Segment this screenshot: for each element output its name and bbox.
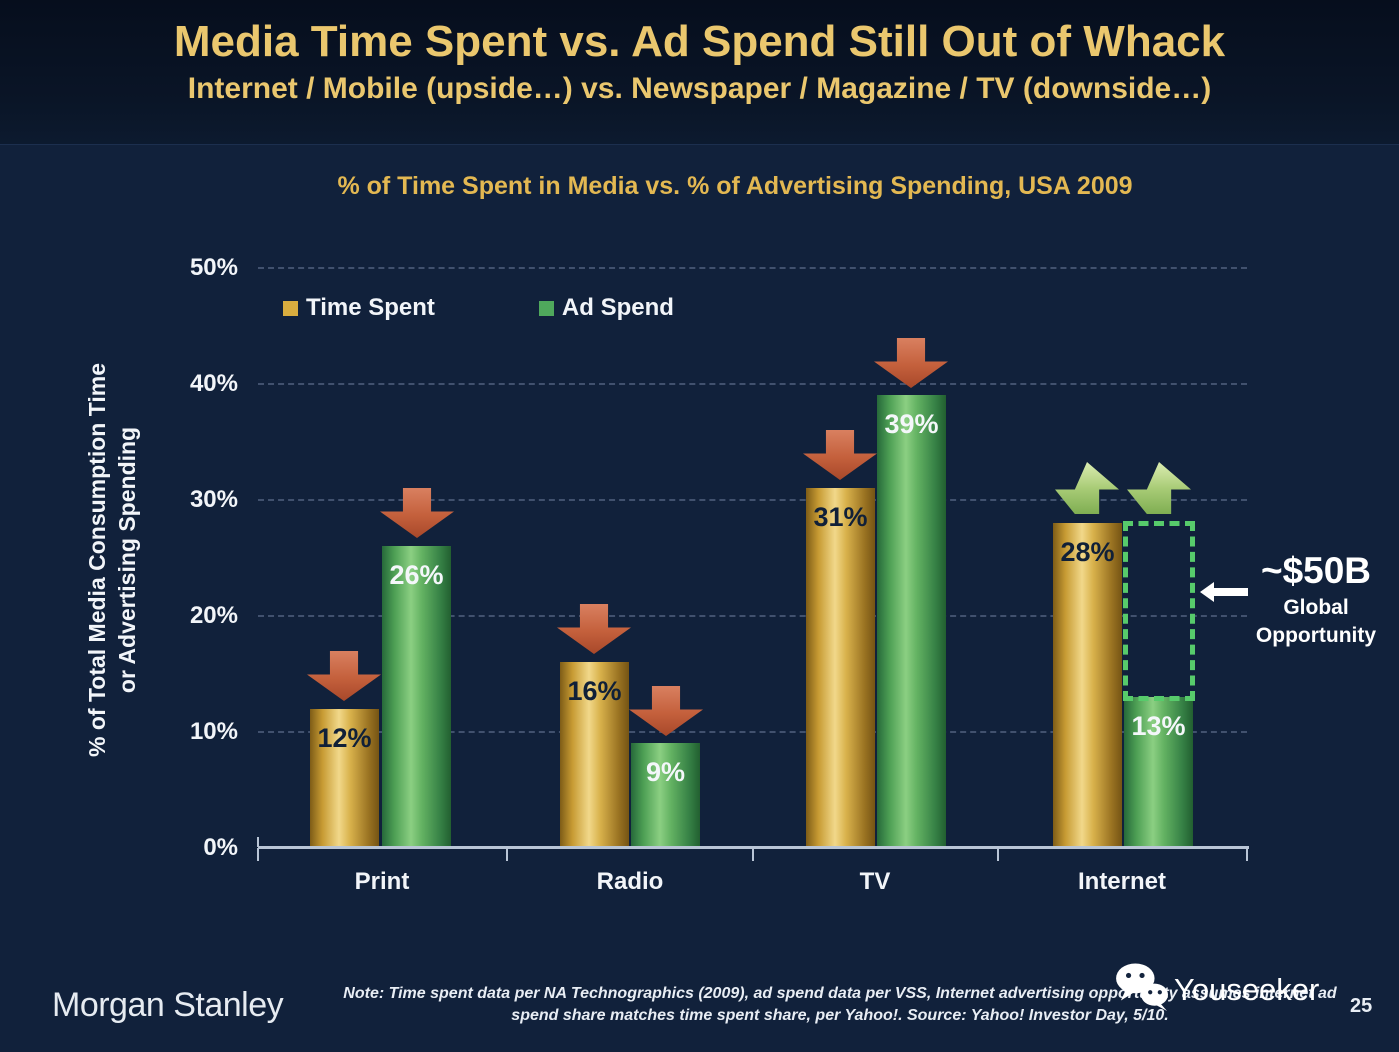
x-axis-tick-5 bbox=[1246, 848, 1248, 861]
gridline-20 bbox=[258, 615, 1247, 617]
x-axis-line bbox=[258, 846, 1249, 849]
legend-label-ad-spend: Ad Spend bbox=[561, 294, 674, 321]
watermark-text: Youseeker bbox=[1174, 971, 1320, 1007]
bar-print-ad-spend: 26% bbox=[382, 546, 451, 848]
opportunity-annotation: ~$50B Global Opportunity bbox=[1238, 550, 1394, 648]
gridline-10 bbox=[258, 731, 1247, 733]
bar-tv-time-spent: 31% bbox=[806, 488, 875, 848]
x-axis-tick-2 bbox=[506, 848, 508, 861]
ytick-10: 10% bbox=[189, 718, 238, 745]
gridline-30 bbox=[258, 499, 1247, 501]
time-spent-swatch-icon bbox=[283, 300, 298, 316]
left-arrow-icon bbox=[1200, 580, 1248, 609]
y-axis-label-line2: or Advertising Spending bbox=[114, 426, 140, 694]
opportunity-line2: Opportunity bbox=[1255, 624, 1377, 647]
legend-item-time-spent: Time Spent bbox=[283, 294, 435, 322]
bar-radio-time-spent: 16% bbox=[560, 662, 629, 848]
bar-print-time-spent: 12% bbox=[310, 709, 379, 848]
source-note-line2: spend share matches time spent share, pe… bbox=[511, 1007, 1169, 1024]
ytick-40: 40% bbox=[189, 370, 238, 397]
bar-value-radio-ad: 9% bbox=[645, 757, 686, 787]
down-arrow-icon-radio-time bbox=[557, 604, 631, 654]
opportunity-value: ~$50B bbox=[1260, 550, 1372, 591]
opportunity-dotted-box bbox=[1123, 521, 1195, 701]
x-axis-tick-3 bbox=[752, 848, 754, 861]
watermark: Youseeker bbox=[1114, 962, 1319, 1017]
ytick-0: 0% bbox=[203, 834, 238, 861]
down-arrow-icon-tv-time bbox=[803, 430, 877, 480]
bar-value-tv-time: 31% bbox=[813, 502, 868, 532]
down-arrow-icon-print-time bbox=[307, 651, 381, 701]
source-note-line1: Note: Time spent data per NA Technograph… bbox=[343, 985, 1337, 1002]
gridline-50 bbox=[258, 267, 1247, 269]
ytick-20: 20% bbox=[189, 602, 238, 629]
x-axis-tick-4 bbox=[997, 848, 999, 861]
gridline-40 bbox=[258, 383, 1247, 385]
header-band bbox=[0, 0, 1399, 145]
bar-tv-ad-spend: 39% bbox=[877, 395, 946, 848]
y-axis-label: % of Total Media Consumption Time or Adv… bbox=[82, 290, 142, 830]
bar-radio-ad-spend: 9% bbox=[631, 743, 700, 848]
ytick-30: 30% bbox=[189, 486, 238, 513]
category-label-print: Print bbox=[354, 868, 410, 895]
category-label-radio: Radio bbox=[596, 868, 664, 895]
ytick-50: 50% bbox=[189, 254, 238, 281]
chart-title: % of Time Spent in Media vs. % of Advert… bbox=[337, 172, 1133, 200]
legend-label-time-spent: Time Spent bbox=[306, 294, 435, 321]
down-arrow-icon-radio-ad bbox=[629, 686, 703, 736]
bar-internet-ad-spend: 13% bbox=[1124, 697, 1193, 848]
up-arrow-icon-internet-time bbox=[1055, 462, 1119, 514]
bar-value-print-time: 12% bbox=[317, 723, 372, 753]
down-arrow-icon-print-ad bbox=[380, 488, 454, 538]
x-axis-tick-1 bbox=[257, 848, 259, 861]
bar-value-internet-ad: 13% bbox=[1131, 711, 1186, 741]
up-arrow-icon-internet-ad bbox=[1127, 462, 1191, 514]
opportunity-line1: Global bbox=[1283, 596, 1349, 619]
bar-value-print-ad: 26% bbox=[389, 560, 444, 590]
category-label-tv: TV bbox=[859, 868, 891, 895]
morgan-stanley-logo: Morgan Stanley bbox=[52, 986, 284, 1024]
y-axis-label-line1: % of Total Media Consumption Time bbox=[84, 363, 110, 757]
category-label-internet: Internet bbox=[1077, 868, 1166, 895]
down-arrow-icon-tv-ad bbox=[874, 338, 948, 388]
ad-spend-swatch-icon bbox=[538, 300, 554, 316]
source-note: Note: Time spent data per NA Technograph… bbox=[310, 983, 1370, 1027]
page-number: 25 bbox=[1350, 995, 1373, 1017]
bar-value-internet-time: 28% bbox=[1060, 537, 1115, 567]
wechat-icon bbox=[1114, 962, 1172, 1017]
bar-value-tv-ad: 39% bbox=[884, 409, 939, 439]
bar-value-radio-time: 16% bbox=[567, 676, 622, 706]
x-axis-tick-left-up bbox=[257, 837, 259, 847]
legend-item-ad-spend: Ad Spend bbox=[538, 294, 674, 322]
bar-internet-time-spent: 28% bbox=[1053, 523, 1122, 848]
slide-subtitle: Internet / Mobile (upside…) vs. Newspape… bbox=[187, 72, 1212, 105]
slide-title: Media Time Spent vs. Ad Spend Still Out … bbox=[173, 17, 1226, 66]
legend: Time Spent Ad Spend bbox=[283, 294, 674, 322]
